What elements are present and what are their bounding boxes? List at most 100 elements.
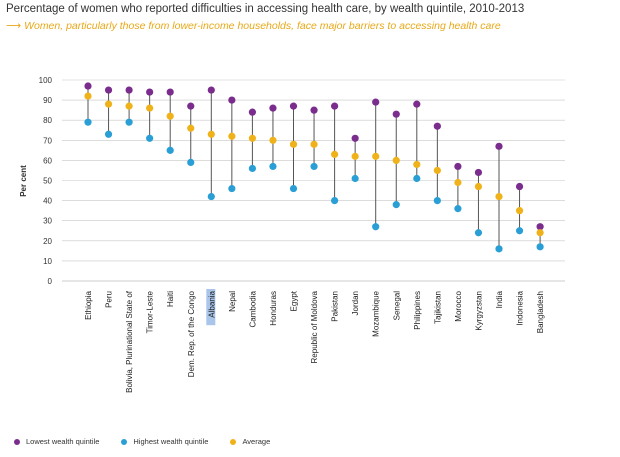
data-point-average [351, 152, 359, 160]
data-point-lowest [269, 104, 277, 112]
category-label: Dem. Rep. of the Congo [187, 290, 196, 377]
y-tick-label: 40 [43, 197, 52, 206]
data-point-lowest [146, 88, 154, 96]
data-point-highest [515, 227, 524, 235]
data-point-highest [207, 192, 215, 201]
chart-title: Percentage of women who reported difficu… [6, 3, 525, 15]
category-label: Honduras [269, 291, 278, 326]
category-label: Pakistan [331, 291, 340, 322]
category-highlight [206, 289, 216, 326]
data-point-lowest [536, 223, 544, 231]
data-point-highest [248, 164, 256, 173]
data-point-highest [228, 184, 236, 193]
category-label: Cambodia [248, 290, 257, 327]
data-point-lowest [351, 134, 359, 142]
data-point-highest [146, 134, 154, 142]
data-point-highest [84, 118, 92, 126]
y-tick-label: 50 [43, 177, 52, 186]
category-label: Philippines [413, 291, 422, 330]
data-point-highest [392, 201, 400, 209]
data-point-average [125, 102, 133, 110]
data-point-lowest [289, 102, 298, 110]
data-point-average [269, 136, 277, 144]
legend-item-average: Average [230, 437, 270, 446]
data-point-highest [289, 184, 298, 193]
y-tick-label: 10 [43, 257, 52, 266]
data-point-average [474, 182, 483, 191]
legend: Lowest wealth quintile Highest wealth qu… [14, 437, 270, 446]
category-label: Tajikistan [433, 291, 442, 324]
data-point-lowest [515, 182, 524, 191]
data-point-highest [413, 174, 421, 183]
category-label: India [495, 290, 504, 308]
data-point-average [536, 229, 544, 237]
category-label: Bolivia, Plurinational State of [125, 290, 134, 393]
subtitle-text: Women, particularly those from lower-inc… [24, 20, 501, 32]
data-point-average [392, 156, 400, 164]
data-point-lowest [392, 110, 400, 118]
legend-label-average: Average [242, 437, 271, 446]
data-point-lowest [495, 142, 503, 150]
data-point-lowest [187, 102, 195, 110]
data-point-average [228, 132, 236, 140]
data-point-lowest [372, 98, 380, 106]
data-point-average [104, 100, 113, 108]
data-point-average [289, 140, 298, 148]
data-point-highest [104, 130, 113, 138]
data-point-lowest [207, 86, 215, 94]
data-point-average [433, 166, 441, 175]
legend-dot-average [230, 438, 237, 445]
y-tick-label: 20 [43, 237, 52, 246]
data-point-average [454, 178, 462, 187]
data-point-lowest [454, 162, 462, 171]
category-label: Timor-Leste [146, 290, 155, 333]
category-label: Indonesia [516, 290, 525, 325]
category-label: Mozambique [372, 290, 381, 336]
y-axis-label: Per cent [19, 165, 28, 197]
data-point-highest [351, 174, 359, 183]
data-point-highest [433, 197, 441, 205]
legend-dot-lowest [14, 438, 20, 445]
data-point-lowest [104, 86, 113, 94]
data-point-average [84, 92, 92, 100]
chart-subtitle: ⟶ Women, particularly those from lower-in… [6, 20, 501, 32]
data-point-highest [454, 205, 462, 213]
legend-item-highest: Highest wealth quintile [121, 437, 208, 446]
data-point-average [187, 124, 195, 132]
y-tick-label: 100 [39, 76, 53, 85]
category-label: Senegal [392, 291, 401, 321]
data-point-lowest [84, 82, 92, 90]
category-label: Albania [207, 290, 216, 317]
data-point-highest [310, 162, 318, 171]
data-point-highest [187, 158, 195, 167]
data-point-average [372, 152, 380, 160]
dumbbell-chart: 0 10 20 30 40 50 60 70 80 90 100 Per cent Ethiopia Pe… [19, 76, 565, 393]
data-point-highest [166, 146, 174, 154]
data-point-average [413, 160, 421, 169]
category-label: Jordan [351, 291, 360, 315]
legend-item-lowest: Lowest wealth quintile [14, 437, 99, 446]
data-point-average [166, 112, 174, 120]
data-point-lowest [125, 86, 133, 94]
data-point-lowest [413, 100, 421, 108]
category-label: Kyrgyzstan [474, 291, 483, 331]
data-point-average [331, 150, 339, 158]
data-point-lowest [474, 168, 483, 177]
data-point-average [515, 207, 524, 215]
data-point-average [248, 134, 256, 142]
data-point-highest [269, 162, 277, 171]
y-tick-label: 0 [48, 277, 53, 286]
data-point-average [146, 104, 154, 112]
data-point-highest [125, 118, 133, 126]
category-label: Egypt [290, 290, 299, 311]
category-label: Republic of Moldova [310, 290, 319, 363]
data-point-highest [536, 243, 544, 251]
category-label: Haiti [166, 291, 175, 307]
data-point-lowest [166, 88, 174, 96]
data-point-lowest [248, 108, 256, 116]
category-label: Bangladesh [536, 291, 545, 333]
category-label: Morocco [454, 290, 463, 321]
y-tick-label: 90 [43, 96, 52, 105]
data-point-average [310, 140, 318, 148]
data-point-highest [474, 229, 483, 237]
